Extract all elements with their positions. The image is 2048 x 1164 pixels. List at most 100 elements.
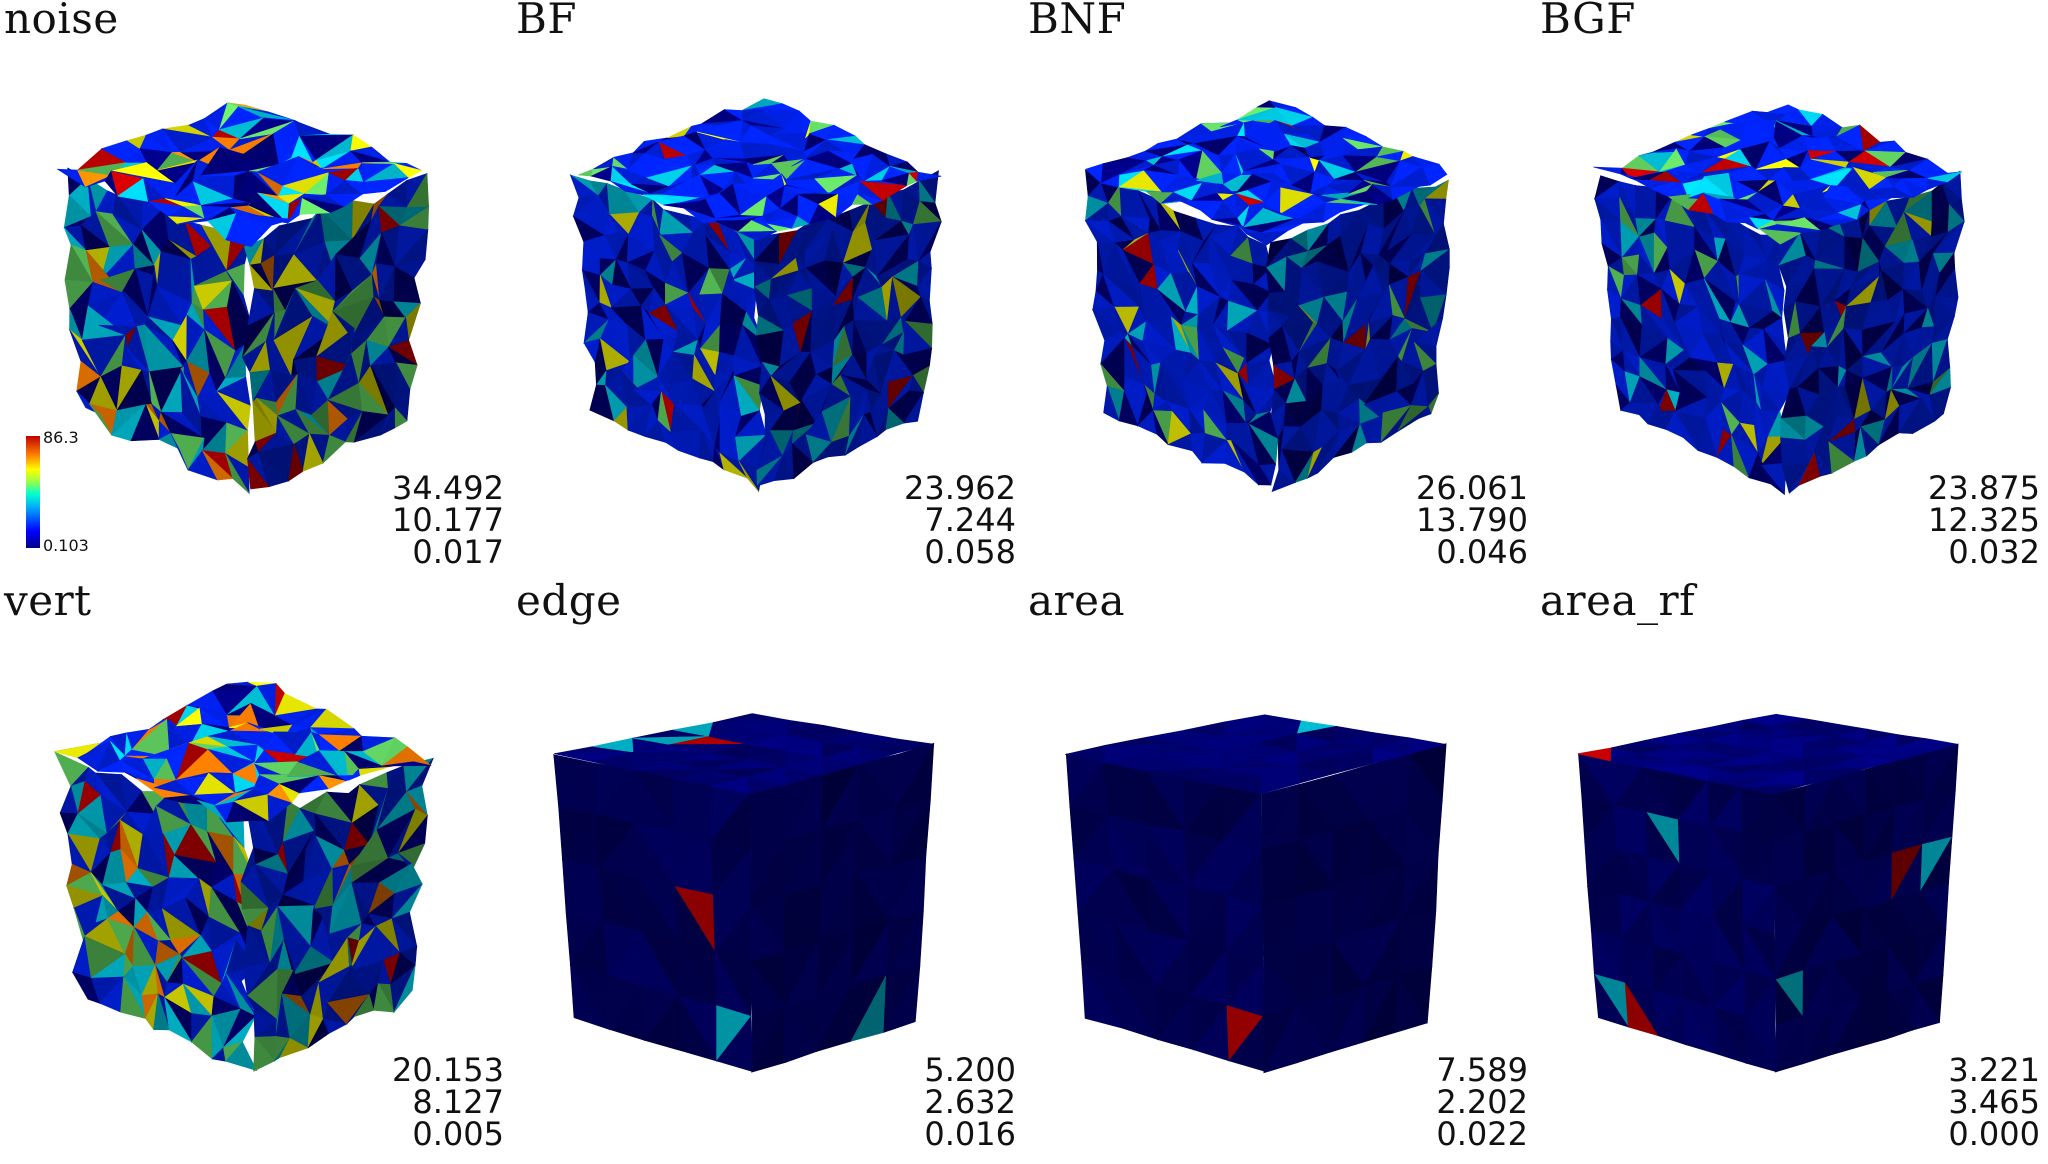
mesh-triangle [1408,737,1446,755]
mesh-triangle [1390,184,1431,188]
mesh-triangle [1927,171,1963,183]
stat-line-3: 0.022 [1436,1115,1528,1153]
mesh-triangle [1912,983,1940,1031]
mesh-triangle [1777,224,1822,234]
mesh-triangle [1896,744,1959,753]
mesh-triangle [859,180,908,201]
mesh-triangle [1741,785,1805,795]
mesh-triangle [1758,228,1803,245]
mesh-triangle [1324,202,1365,213]
panel-vert: vert 20.153 8.127 0.005 [0,576,512,1164]
cube-top-face [1577,713,1959,795]
stat-line-1: 26.061 [1416,469,1528,507]
stat-line-1: 23.875 [1928,469,2040,507]
mesh-triangle [737,231,778,241]
mesh-triangle [1351,423,1367,453]
mesh-triangle [1271,469,1296,493]
stat-line-3: 0.000 [1948,1115,2040,1153]
mesh-triangle [202,450,234,481]
mesh-triangle [719,452,748,479]
panel-title: area [1028,576,1126,625]
cube-top-face [1593,104,1963,245]
stat-line-2: 3.465 [1948,1083,2040,1121]
cube-top-face [56,102,423,248]
mesh-triangle [1429,163,1448,186]
mesh-render [1084,100,1450,493]
mesh-triangle [1340,198,1378,205]
mesh-triangle [1081,963,1123,1029]
stat-line-2: 2.632 [924,1083,1016,1121]
stat-line-3: 0.005 [412,1115,504,1153]
mesh-triangle [362,177,409,192]
panel-edge: edge 5.200 2.632 0.016 [512,576,1024,1164]
mesh-triangle [885,407,905,431]
mesh-triangle [1417,406,1432,420]
mesh-triangle [1684,999,1718,1055]
cube-right-face [753,170,942,487]
colorbar [26,436,40,548]
mesh-triangle [89,403,113,436]
mesh-triangle [120,975,147,1020]
stat-line-3: 0.046 [1436,533,1528,571]
panel-stats: 7.589 2.202 0.022 [1436,1054,1528,1150]
mesh-triangle [1697,417,1718,458]
mesh-triangle [1912,397,1936,435]
mesh-triangle [670,432,700,459]
panel-noise: noise 86.3 0.103 34.492 10.177 0.017 [0,0,512,582]
mesh-triangle [1118,976,1158,1040]
mesh-triangle [247,457,270,490]
cube-top-face [54,681,432,823]
mesh-triangle [883,965,921,1033]
mesh-triangle [322,1018,348,1034]
mesh-triangle [1118,390,1139,427]
panel-stats: 23.875 12.325 0.032 [1928,472,2040,568]
cube-right-face [1776,170,1965,495]
mesh-triangle [1152,410,1169,445]
mesh-triangle [394,407,408,429]
stat-line-3: 0.017 [412,533,504,571]
mesh-triangle [1262,222,1304,233]
panel-title: noise [4,0,119,43]
stat-line-1: 7.589 [1436,1051,1528,1089]
mesh-triangle [253,1036,275,1072]
panel-title: BNF [1028,0,1127,43]
mesh-triangle [857,194,884,205]
cube-left-face [1593,175,1791,496]
panel-title: vert [4,576,92,625]
cube-top-face [1065,714,1446,795]
stat-line-1: 34.492 [392,469,504,507]
cube-top-face [577,98,942,241]
cube-right-face [1261,743,1447,1074]
mesh-triangle [859,743,934,754]
mesh-triangle [302,433,324,472]
mesh-triangle [170,433,189,471]
mesh-triangle [72,972,101,1004]
mesh-triangle [257,451,290,488]
mesh-triangle [1745,1016,1778,1073]
mesh-triangle [657,420,679,451]
mesh-triangle [393,162,423,178]
cube-left-face [1084,169,1279,486]
mesh-triangle [1731,434,1750,479]
cube-right-face [1773,743,1959,1073]
mesh-triangle [1624,982,1659,1037]
panel-title: edge [516,576,622,625]
cube-right-face [749,742,935,1073]
stat-line-2: 8.127 [412,1083,504,1121]
mesh-triangle [1224,439,1246,473]
panel-area-rf: area_rf 3.221 3.465 0.000 [1536,576,2048,1164]
mesh-render [1577,713,1959,1073]
mesh-triangle [712,447,725,471]
mesh-triangle [1394,974,1428,1034]
mesh-triangle [1885,992,1914,1040]
stat-line-2: 13.790 [1416,501,1528,539]
mesh-triangle [916,171,942,182]
cube-left-face [1577,753,1778,1073]
panel-title: area_rf [1540,576,1696,625]
mesh-render [552,713,935,1073]
mesh-triangle [1629,402,1649,425]
mesh-triangle [382,761,432,767]
stat-line-1: 3.221 [1948,1051,2040,1089]
panel-stats: 5.200 2.632 0.016 [924,1054,1016,1150]
mesh-triangle [792,443,814,480]
